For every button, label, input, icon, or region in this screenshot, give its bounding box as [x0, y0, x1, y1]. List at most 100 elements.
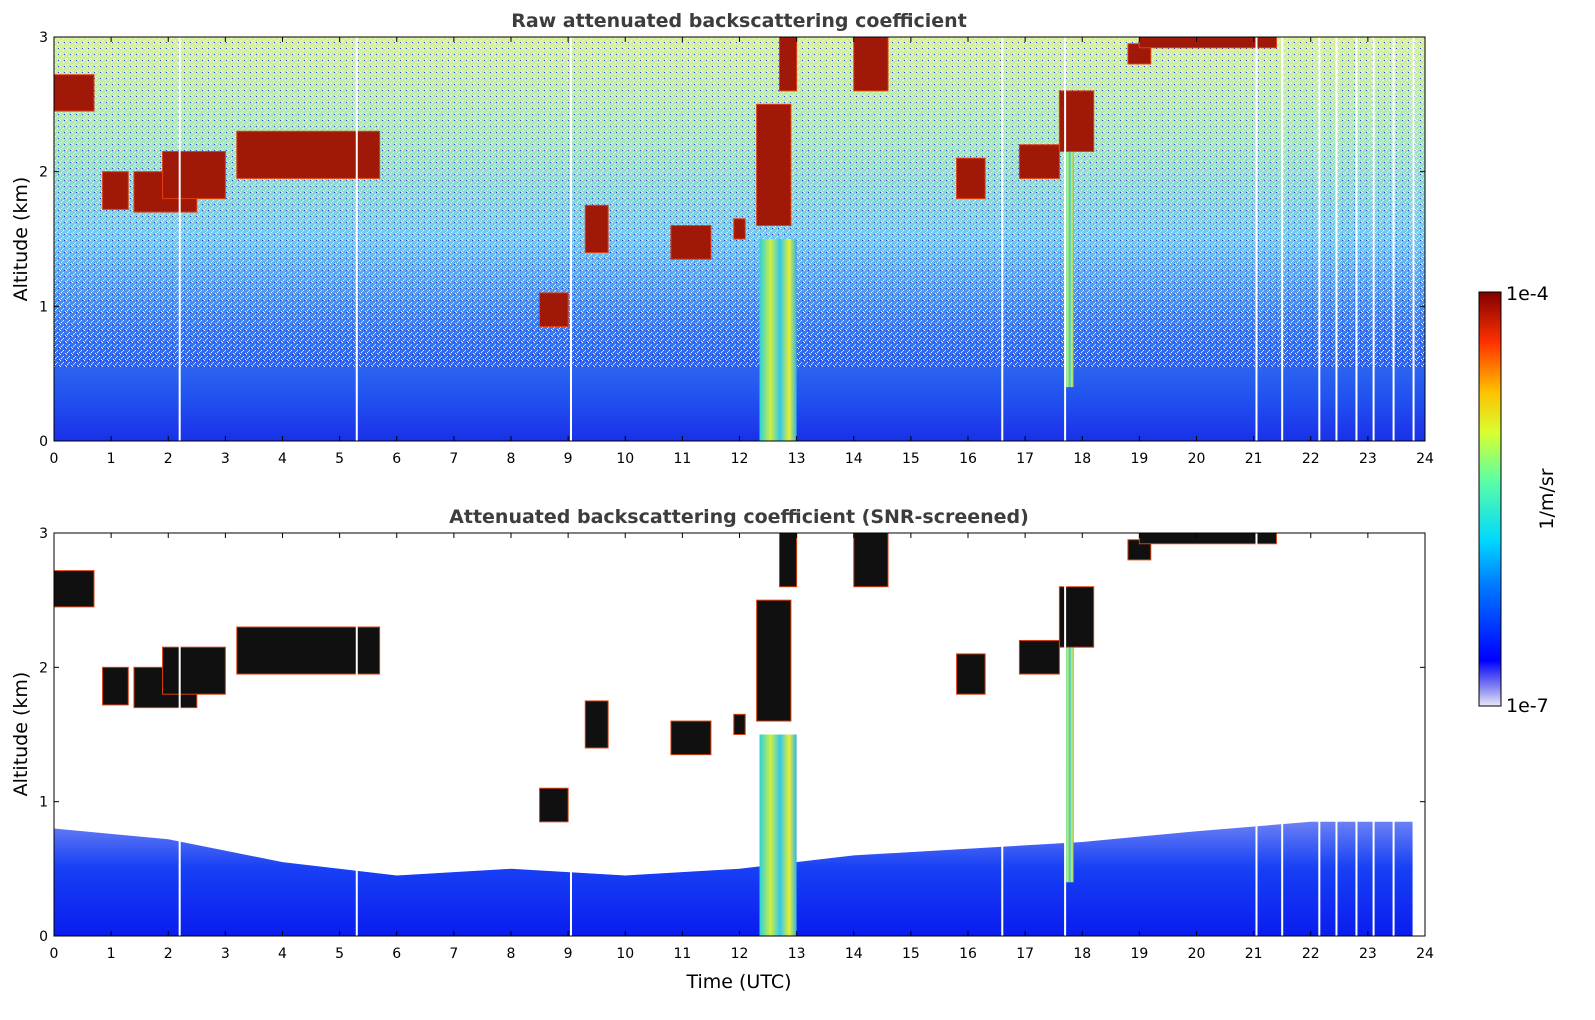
x-tick-label: 19 — [1130, 946, 1148, 962]
x-tick-label: 19 — [1130, 451, 1148, 467]
blank-strip — [1413, 533, 1425, 936]
x-tick-label: 1 — [107, 946, 116, 962]
data-gap-line — [1255, 37, 1258, 441]
x-tick-label: 15 — [902, 946, 920, 962]
precip-layer — [759, 131, 1074, 441]
x-tick-label: 17 — [1016, 451, 1034, 467]
x-tick-label: 17 — [1016, 946, 1034, 962]
data-gap-line — [569, 37, 572, 441]
data-gap-line — [178, 533, 181, 936]
x-tick-label: 0 — [50, 451, 59, 467]
colorbar-label: 1/m/sr — [1536, 468, 1558, 529]
x-tick-label: 4 — [278, 451, 287, 467]
x-tick-label: 6 — [392, 946, 401, 962]
colorbar-max-label: 1e-4 — [1506, 283, 1549, 305]
y-tick-label: 2 — [39, 165, 48, 181]
x-tick-label: 11 — [673, 946, 691, 962]
data-gap-line — [1372, 37, 1375, 441]
boundary-layer — [54, 533, 1425, 936]
cloud-layer-cell — [539, 292, 569, 328]
cloud-layer-cell — [956, 157, 986, 200]
x-tick-label: 3 — [221, 451, 230, 467]
x-tick-label: 2 — [164, 946, 173, 962]
data-gap-line — [1355, 533, 1358, 936]
data-gap-line — [355, 37, 358, 441]
x-tick-label: 5 — [335, 451, 344, 467]
x-tick-label: 9 — [564, 946, 573, 962]
data-gap-line — [1412, 533, 1415, 936]
colorbar-min-label: 1e-7 — [1506, 695, 1549, 717]
y-tick-label: 2 — [39, 660, 48, 676]
x-tick-label: 13 — [788, 451, 806, 467]
screened-backscatter-panel: Attenuated backscattering coefficient (S… — [10, 506, 1434, 993]
cloud-layer-cell — [756, 103, 792, 227]
y-axis-ticks: 0 1 2 3 — [39, 526, 1425, 945]
cloud-layer-cell — [733, 218, 746, 240]
x-tick-label: 12 — [731, 946, 749, 962]
cloud-layer — [53, 532, 1277, 823]
precip-column — [1065, 131, 1074, 388]
y-tick-label: 0 — [39, 929, 48, 945]
cloud-layer-cell — [53, 74, 95, 112]
x-tick-label: 15 — [902, 451, 920, 467]
y-axis-label: Altitude (km) — [10, 672, 32, 797]
x-tick-label: 8 — [507, 451, 516, 467]
cloud-layer-cell — [539, 787, 569, 823]
cloud-layer-cell — [102, 171, 129, 210]
data-gap-line — [1255, 533, 1258, 936]
x-axis-ticks: 0 1 2 3 4 5 6 7 8 9 10 11 12 13 14 15 16 17 18 19 20 21 22 23 24 — [50, 37, 1434, 467]
x-axis-ticks: 0 1 2 3 4 5 6 7 8 9 10 11 12 13 14 15 16 17 18 19 20 21 22 23 24 — [50, 533, 1434, 962]
x-tick-label: 10 — [616, 451, 634, 467]
x-tick-label: 23 — [1359, 946, 1377, 962]
panel-title: Attenuated backscattering coefficient (S… — [449, 506, 1029, 528]
data-gap-line — [1064, 533, 1067, 936]
data-gap-line — [1412, 37, 1415, 441]
y-axis-ticks: 0 1 2 3 — [39, 30, 1425, 450]
cloud-layer-cell — [956, 653, 986, 695]
x-tick-label: 18 — [1073, 451, 1091, 467]
data-gap-line — [1281, 533, 1284, 936]
colorbar: 1e-4 1e-7 1/m/sr — [1478, 283, 1558, 717]
cloud-layer-cell — [778, 532, 798, 588]
data-gap-line — [1355, 37, 1358, 441]
x-tick-label: 23 — [1359, 451, 1377, 467]
x-tick-label: 7 — [449, 946, 458, 962]
x-axis-label: Time (UTC) — [685, 971, 791, 993]
cloud-layer-cell — [756, 599, 792, 722]
y-tick-label: 3 — [39, 30, 48, 46]
data-gap-line — [1064, 37, 1067, 441]
cloud-layer-cell — [1018, 144, 1060, 179]
x-tick-label: 16 — [959, 946, 977, 962]
cloud-layer-cell — [778, 36, 798, 92]
noise-overlay — [54, 37, 1425, 367]
x-tick-label: 1 — [107, 451, 116, 467]
x-tick-label: 8 — [507, 946, 516, 962]
cloud-layer-cell — [102, 666, 129, 706]
data-gap-line — [1318, 37, 1321, 441]
data-gap-line — [1335, 37, 1338, 441]
precip-column — [1065, 627, 1074, 883]
cloud-layer-cell — [853, 532, 889, 588]
precip-column — [759, 734, 797, 936]
y-axis-label: Altitude (km) — [10, 177, 32, 302]
x-tick-label: 24 — [1416, 451, 1434, 467]
x-tick-label: 14 — [845, 946, 863, 962]
cloud-layer-cell — [162, 646, 226, 695]
x-tick-label: 0 — [50, 946, 59, 962]
x-tick-label: 22 — [1302, 451, 1320, 467]
data-gap-line — [1392, 37, 1395, 441]
cloud-layer-cell — [236, 626, 381, 675]
x-tick-label: 3 — [221, 946, 230, 962]
x-tick-label: 11 — [673, 451, 691, 467]
x-tick-label: 14 — [845, 451, 863, 467]
data-gap-line — [1392, 533, 1395, 936]
data-gap-line — [1001, 37, 1004, 441]
data-gap-line — [355, 533, 358, 936]
x-tick-label: 7 — [449, 451, 458, 467]
x-tick-label: 21 — [1245, 946, 1263, 962]
cloud-layer-cell — [162, 150, 226, 200]
x-tick-label: 24 — [1416, 946, 1434, 962]
y-tick-label: 1 — [39, 795, 48, 811]
y-tick-label: 0 — [39, 434, 48, 450]
boundary-layer-area — [54, 821, 1414, 936]
